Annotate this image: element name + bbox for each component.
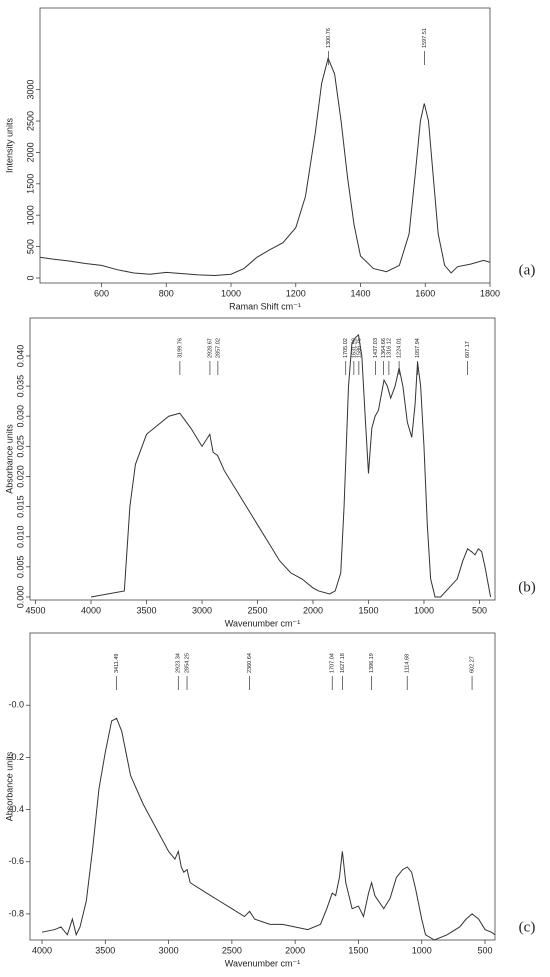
peak-label: 2857.02	[215, 338, 221, 358]
peak-label: 1597.51	[422, 28, 428, 48]
y-tick-label: 0.030	[15, 405, 25, 428]
plot-frame	[29, 317, 496, 601]
y-tick-label: -0.8	[8, 908, 24, 918]
peak-label: 1300.76	[326, 28, 332, 48]
x-tick-label: 1000	[414, 605, 434, 615]
peak-label: 3411.49	[114, 654, 120, 673]
panel-label: (a)	[519, 262, 536, 278]
x-tick-label: 1400	[350, 288, 370, 298]
x-axis-title: Wavenumber cm⁻¹	[225, 958, 300, 968]
y-tick-label: 0.010	[15, 525, 25, 548]
x-tick-label: 4000	[32, 945, 52, 955]
x-tick-label: 1200	[286, 288, 306, 298]
x-tick-label: 1800	[480, 288, 500, 298]
x-tick-label: 4500	[26, 605, 46, 615]
x-tick-label: 800	[159, 288, 174, 298]
peak-label: 1586.75	[356, 338, 362, 358]
plot-frame	[39, 7, 491, 284]
y-tick-label: 0.040	[15, 345, 25, 368]
x-tick-label: 600	[94, 288, 109, 298]
peak-label: 2360.64	[247, 653, 253, 673]
y-axis-title: Absorbance units	[4, 424, 14, 494]
y-tick-label: 3000	[25, 80, 35, 100]
y-tick-label: 1500	[25, 174, 35, 194]
panel-label: (b)	[518, 579, 536, 595]
panel-label: (c)	[519, 919, 536, 935]
y-tick-label: -0.0	[8, 700, 24, 710]
peak-label: 1437.03	[373, 338, 379, 358]
peak-label: 1627.18	[340, 653, 346, 673]
spectrum-line	[90, 333, 492, 598]
x-tick-label: 1000	[221, 288, 241, 298]
y-tick-label: 500	[25, 239, 35, 254]
spectrum-line	[41, 717, 496, 941]
x-tick-label: 1000	[412, 945, 432, 955]
y-tick-label: 0	[25, 275, 35, 280]
x-tick-label: 2000	[303, 605, 323, 615]
x-tick-label: 3000	[159, 945, 179, 955]
peak-label: 1114.68	[405, 654, 411, 673]
y-axis-title: Absorbance units	[4, 751, 14, 821]
peak-label: 1057.94	[415, 338, 421, 358]
peak-label: 1705.02	[343, 338, 349, 358]
y-tick-label: 0.000	[15, 586, 25, 609]
peak-label: 1224.01	[397, 338, 403, 358]
y-tick-label: 0.005	[15, 556, 25, 579]
y-tick-label: 0.025	[15, 435, 25, 458]
x-axis-title: Raman Shift cm⁻¹	[229, 301, 301, 311]
x-tick-label: 3500	[95, 945, 115, 955]
y-tick-label: 0.015	[15, 495, 25, 518]
peak-label: 3199.76	[177, 338, 183, 358]
y-tick-label: 2000	[25, 142, 35, 162]
x-tick-label: 4000	[81, 605, 101, 615]
x-tick-label: 1500	[358, 605, 378, 615]
y-tick-label: -0.2	[8, 752, 24, 762]
peak-label: 1707.04	[330, 653, 336, 673]
peak-label: 2854.25	[184, 653, 190, 673]
y-axis-title: Intensity units	[4, 117, 14, 173]
peak-label: 1631.99	[351, 338, 357, 358]
x-tick-label: 1500	[348, 945, 368, 955]
peak-label: 1396.19	[369, 653, 375, 673]
y-tick-label: 2500	[25, 111, 35, 131]
peak-label: 602.27	[470, 656, 476, 673]
x-tick-label: 500	[472, 605, 487, 615]
y-tick-label: 1000	[25, 205, 35, 225]
y-tick-label: -0.6	[8, 856, 24, 866]
x-tick-label: 3500	[137, 605, 157, 615]
x-tick-label: 2500	[247, 605, 267, 615]
peak-label: 607.17	[465, 341, 471, 358]
x-tick-label: 3000	[192, 605, 212, 615]
x-tick-label: 2000	[285, 945, 305, 955]
peak-label: 1364.66	[381, 338, 387, 358]
x-tick-label: 500	[477, 945, 492, 955]
spectrum-line	[39, 56, 491, 276]
y-tick-label: 0.035	[15, 375, 25, 398]
peak-label: 1316.12	[386, 338, 392, 358]
y-tick-label: 0.020	[15, 465, 25, 488]
x-tick-label: 2500	[222, 945, 242, 955]
x-tick-label: 1600	[415, 288, 435, 298]
y-tick-label: -0.4	[8, 804, 24, 814]
peak-label: 2928.67	[207, 338, 213, 358]
x-axis-title: Wavenumber cm⁻¹	[225, 618, 300, 628]
plot-frame	[29, 632, 496, 941]
peak-label: 2923.34	[176, 653, 182, 673]
